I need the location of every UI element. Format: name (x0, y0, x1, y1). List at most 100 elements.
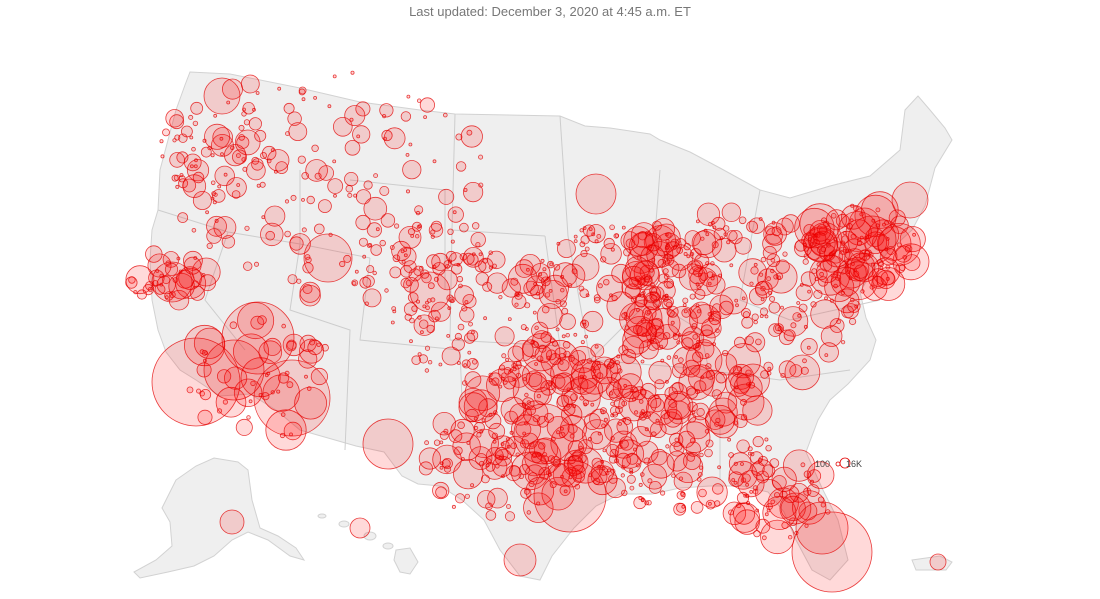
county-bubble (405, 152, 410, 157)
county-bubble (571, 253, 600, 281)
county-bubble (430, 234, 435, 239)
county-bubble (169, 114, 185, 130)
county-bubble (666, 244, 694, 271)
county-bubble (284, 230, 291, 238)
county-bubble (591, 460, 615, 484)
county-bubble (391, 306, 397, 312)
county-bubble (258, 340, 283, 365)
county-bubble (566, 403, 571, 408)
county-bubble (664, 254, 669, 259)
county-bubble (214, 165, 235, 187)
county-bubble (464, 371, 482, 389)
county-bubble (475, 272, 490, 286)
county-bubble (626, 452, 639, 465)
county-bubble (507, 345, 525, 363)
county-bubble (541, 274, 569, 302)
county-bubble (610, 468, 616, 474)
county-bubble (640, 409, 645, 414)
county-bubble (248, 399, 253, 404)
county-bubble (156, 275, 176, 295)
county-bubble (619, 436, 634, 451)
county-bubble (210, 133, 234, 157)
county-bubble (199, 349, 205, 355)
county-bubble (481, 418, 486, 423)
county-bubble (403, 253, 408, 258)
county-bubble (704, 353, 710, 358)
county-bubble (885, 264, 891, 270)
county-bubble (656, 281, 676, 301)
county-bubble (463, 363, 468, 368)
county-bubble (654, 379, 665, 390)
county-bubble (525, 476, 555, 506)
county-bubble (782, 251, 788, 257)
county-bubble (608, 474, 618, 484)
county-bubble (561, 307, 569, 315)
county-bubble (451, 263, 463, 275)
county-bubble (758, 455, 769, 466)
county-bubble (417, 98, 422, 103)
county-bubble (671, 362, 688, 379)
county-bubble (439, 440, 444, 445)
county-bubble (678, 421, 711, 454)
county-bubble (579, 228, 584, 233)
county-bubble (766, 253, 781, 268)
county-bubble (637, 411, 663, 438)
county-bubble (210, 180, 216, 186)
county-bubble (491, 377, 500, 386)
county-bubble (211, 189, 226, 203)
county-bubble (686, 453, 696, 462)
county-bubble (650, 282, 655, 288)
county-bubble (601, 466, 606, 471)
county-bubble (219, 136, 224, 141)
county-bubble (504, 511, 516, 522)
county-bubble (537, 271, 548, 282)
county-bubble (559, 300, 567, 308)
county-bubble (509, 369, 514, 373)
county-bubble (406, 94, 411, 99)
county-bubble (621, 225, 626, 230)
county-bubble (549, 481, 557, 489)
county-bubble (480, 474, 490, 484)
county-bubble (455, 161, 467, 172)
county-bubble (193, 256, 198, 260)
county-bubble (287, 111, 302, 126)
county-bubble (727, 437, 731, 442)
county-bubble (344, 172, 359, 187)
county-bubble (172, 138, 177, 143)
county-bubble (317, 199, 332, 214)
county-bubble (784, 354, 821, 391)
county-bubble (597, 464, 601, 469)
county-bubble (363, 196, 388, 221)
county-bubble (693, 380, 707, 393)
county-bubble (531, 354, 535, 359)
county-bubble (513, 360, 522, 370)
county-bubble (220, 152, 224, 157)
county-bubble (512, 377, 517, 382)
county-bubble (764, 437, 769, 442)
county-bubble (398, 225, 422, 249)
county-bubble (400, 277, 411, 289)
county-bubble (472, 222, 480, 230)
county-bubble (246, 160, 266, 181)
county-bubble (561, 403, 583, 425)
county-bubble (419, 319, 429, 329)
county-bubble (891, 181, 929, 219)
county-bubble (712, 483, 724, 495)
county-bubble (526, 267, 530, 272)
county-bubble (771, 220, 776, 225)
county-bubble (327, 178, 344, 195)
county-bubble (839, 261, 878, 301)
county-bubble (802, 358, 807, 364)
county-bubble (534, 325, 539, 330)
county-bubble (485, 461, 496, 472)
county-bubble (608, 454, 618, 464)
county-bubble (450, 298, 455, 303)
county-bubble (600, 243, 622, 265)
county-bubble (708, 501, 712, 506)
county-bubble (402, 160, 422, 180)
county-bubble (281, 323, 287, 329)
county-bubble (462, 252, 475, 265)
county-bubble (417, 315, 422, 320)
county-bubble (424, 368, 430, 373)
county-bubble (203, 77, 241, 115)
